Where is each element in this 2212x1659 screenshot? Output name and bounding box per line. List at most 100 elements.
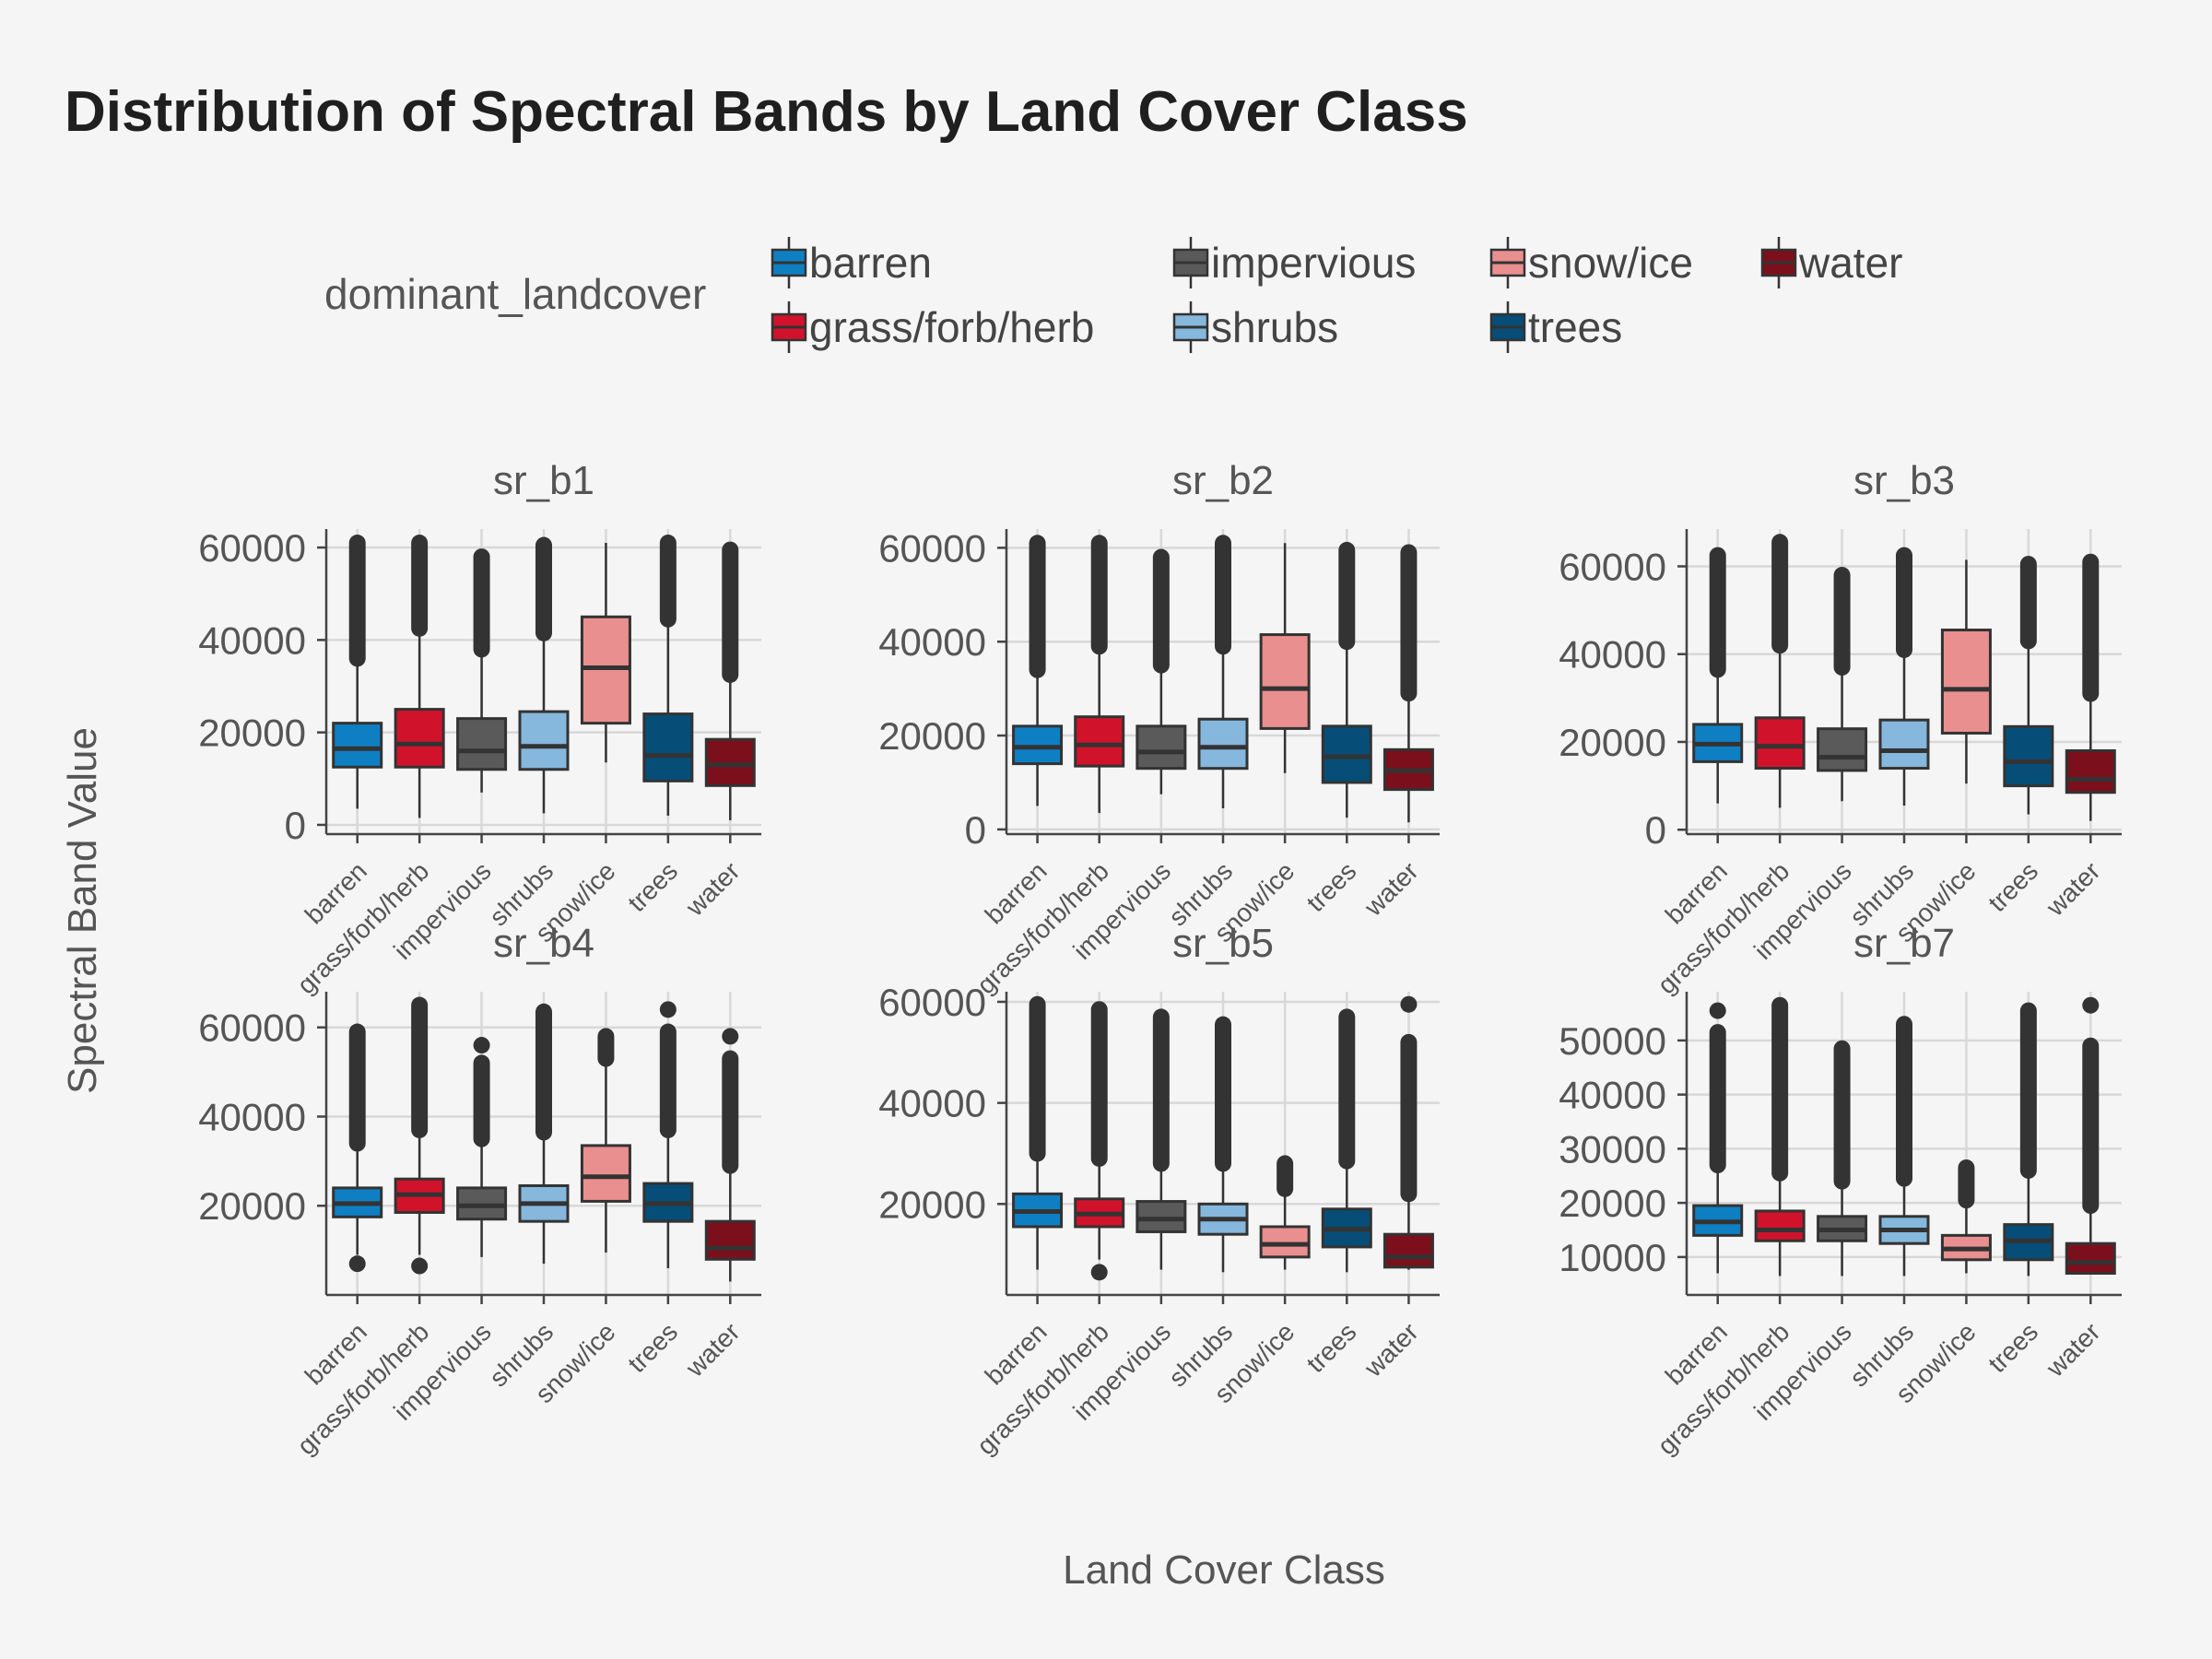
y-tick-label: 40000 <box>1559 633 1666 677</box>
box-sr_b4-grass-forb-herb <box>394 996 445 1275</box>
box-sr_b3-impervious <box>1817 567 1868 802</box>
x-tick-label-water: water <box>1359 1317 1424 1382</box>
outlier-point <box>1090 1264 1108 1281</box>
panel-title-sr_b2: sr_b2 <box>1172 458 1274 503</box>
y-tick-label: 10000 <box>1559 1236 1666 1279</box>
y-tick-label: 40000 <box>878 620 986 664</box>
iqr-box <box>1197 717 1249 771</box>
y-axis-title: Spectral Band Value <box>60 727 105 1094</box>
box-sr_b4-trees <box>642 1001 694 1268</box>
box-sr_b7-grass-forb-herb <box>1754 996 1806 1277</box>
box-sr_b3-water <box>2065 553 2116 821</box>
box-sr_b3-trees <box>2003 556 2054 815</box>
iqr-box <box>1012 724 1064 766</box>
y-tick-label: 0 <box>285 804 306 847</box>
x-tick-label-water: water <box>679 1317 745 1382</box>
y-tick-label: 60000 <box>878 981 986 1024</box>
y-tick-label: 0 <box>1645 808 1666 852</box>
legend-item-grass-forb-herb: grass/forb/herb <box>771 301 1094 353</box>
iqr-box <box>1382 1232 1434 1269</box>
y-tick-label: 20000 <box>198 1184 306 1228</box>
panel-sr_b5: sr_b5200004000060000barrengrass/forb/her… <box>878 921 1440 1460</box>
iqr-box <box>394 708 445 769</box>
box-sr_b3-snow-ice <box>1940 559 1992 784</box>
legend-label-snow-ice: snow/ice <box>1528 239 1693 287</box>
y-tick-label: 40000 <box>1559 1074 1666 1117</box>
y-tick-label: 40000 <box>198 618 306 662</box>
box-sr_b5-impervious <box>1135 1008 1187 1270</box>
legend-label-shrubs: shrubs <box>1211 303 1338 351</box>
iqr-box <box>580 1144 631 1203</box>
panel-title-sr_b1: sr_b1 <box>493 458 594 503</box>
iqr-box <box>1259 633 1311 730</box>
iqr-box <box>1754 716 1806 771</box>
legend-label-barren: barren <box>809 239 932 287</box>
iqr-box <box>704 1219 756 1261</box>
y-tick-label: 0 <box>965 808 986 852</box>
iqr-box <box>2003 724 2054 788</box>
outlier-point <box>659 1001 677 1018</box>
iqr-box <box>518 710 570 771</box>
panel-sr_b1: sr_b10200004000060000barrengrass/forb/he… <box>198 458 761 999</box>
iqr-box <box>1754 1209 1806 1242</box>
x-tick-label-trees: trees <box>1301 856 1362 917</box>
iqr-box <box>1074 715 1125 768</box>
x-axis-title: Land Cover Class <box>1063 1547 1385 1593</box>
iqr-box <box>1878 718 1930 771</box>
y-tick-label: 20000 <box>1559 1182 1666 1225</box>
panel-sr_b3: sr_b30200004000060000barrengrass/forb/he… <box>1559 458 2122 999</box>
legend-item-shrubs: shrubs <box>1172 301 1338 353</box>
iqr-box <box>580 615 631 725</box>
outlier-point <box>722 1028 739 1045</box>
box-sr_b1-grass-forb-herb <box>394 535 445 818</box>
box-sr_b7-shrubs <box>1878 1016 1930 1277</box>
y-tick-label: 40000 <box>878 1082 986 1125</box>
y-tick-label: 60000 <box>878 526 986 570</box>
iqr-box <box>642 712 694 782</box>
panel-title-sr_b7: sr_b7 <box>1853 921 1955 966</box>
legend-label-grass-forb-herb: grass/forb/herb <box>809 303 1094 351</box>
box-sr_b4-snow-ice <box>580 1028 631 1253</box>
y-tick-label: 60000 <box>198 526 306 570</box>
chart-title: Distribution of Spectral Bands by Land C… <box>65 80 1468 144</box>
legend-label-trees: trees <box>1528 303 1622 351</box>
x-tick-label-water: water <box>2040 856 2105 922</box>
legend: dominant_landcover barren grass/forb/herb… <box>324 237 1902 353</box>
box-sr_b2-water <box>1382 544 1434 823</box>
y-tick-label: 20000 <box>878 714 986 758</box>
box-sr_b5-trees <box>1321 1008 1372 1273</box>
iqr-box <box>2065 749 2116 794</box>
box-sr_b1-impervious <box>456 548 508 793</box>
iqr-box <box>704 737 756 787</box>
box-sr_b2-barren <box>1012 535 1064 806</box>
legend-label-water: water <box>1798 239 1902 287</box>
box-sr_b1-shrubs <box>518 536 570 814</box>
iqr-box <box>1259 1225 1311 1259</box>
box-sr_b7-barren <box>1692 1002 1744 1274</box>
legend-item-water: water <box>1760 237 1902 288</box>
legend-item-snow-ice: snow/ice <box>1489 237 1693 288</box>
box-sr_b3-grass-forb-herb <box>1754 534 1806 808</box>
x-tick-label-trees: trees <box>622 856 683 917</box>
box-sr_b5-shrubs <box>1197 1016 1249 1273</box>
box-sr_b2-trees <box>1321 541 1372 818</box>
box-sr_b7-trees <box>2003 1002 2054 1277</box>
facet-panels: sr_b10200004000060000barrengrass/forb/he… <box>198 458 2122 1460</box>
iqr-box <box>2065 1241 2116 1275</box>
box-sr_b5-snow-ice <box>1259 1155 1311 1270</box>
box-sr_b3-barren <box>1692 547 1744 804</box>
box-sr_b1-water <box>704 541 756 820</box>
y-tick-label: 40000 <box>198 1095 306 1138</box>
x-tick-label-trees: trees <box>622 1317 683 1378</box>
box-sr_b2-snow-ice <box>1259 543 1311 773</box>
legend-item-impervious: impervious <box>1172 237 1416 288</box>
iqr-box <box>1817 727 1868 772</box>
x-tick-label-trees: trees <box>1983 1317 2043 1378</box>
legend-item-trees: trees <box>1489 301 1622 353</box>
box-sr_b1-trees <box>642 535 694 816</box>
outlier-point <box>1709 1002 1726 1019</box>
box-sr_b2-shrubs <box>1197 535 1249 808</box>
outlier-point <box>348 1255 366 1273</box>
panel-sr_b2: sr_b20200004000060000barrengrass/forb/he… <box>878 458 1440 999</box>
